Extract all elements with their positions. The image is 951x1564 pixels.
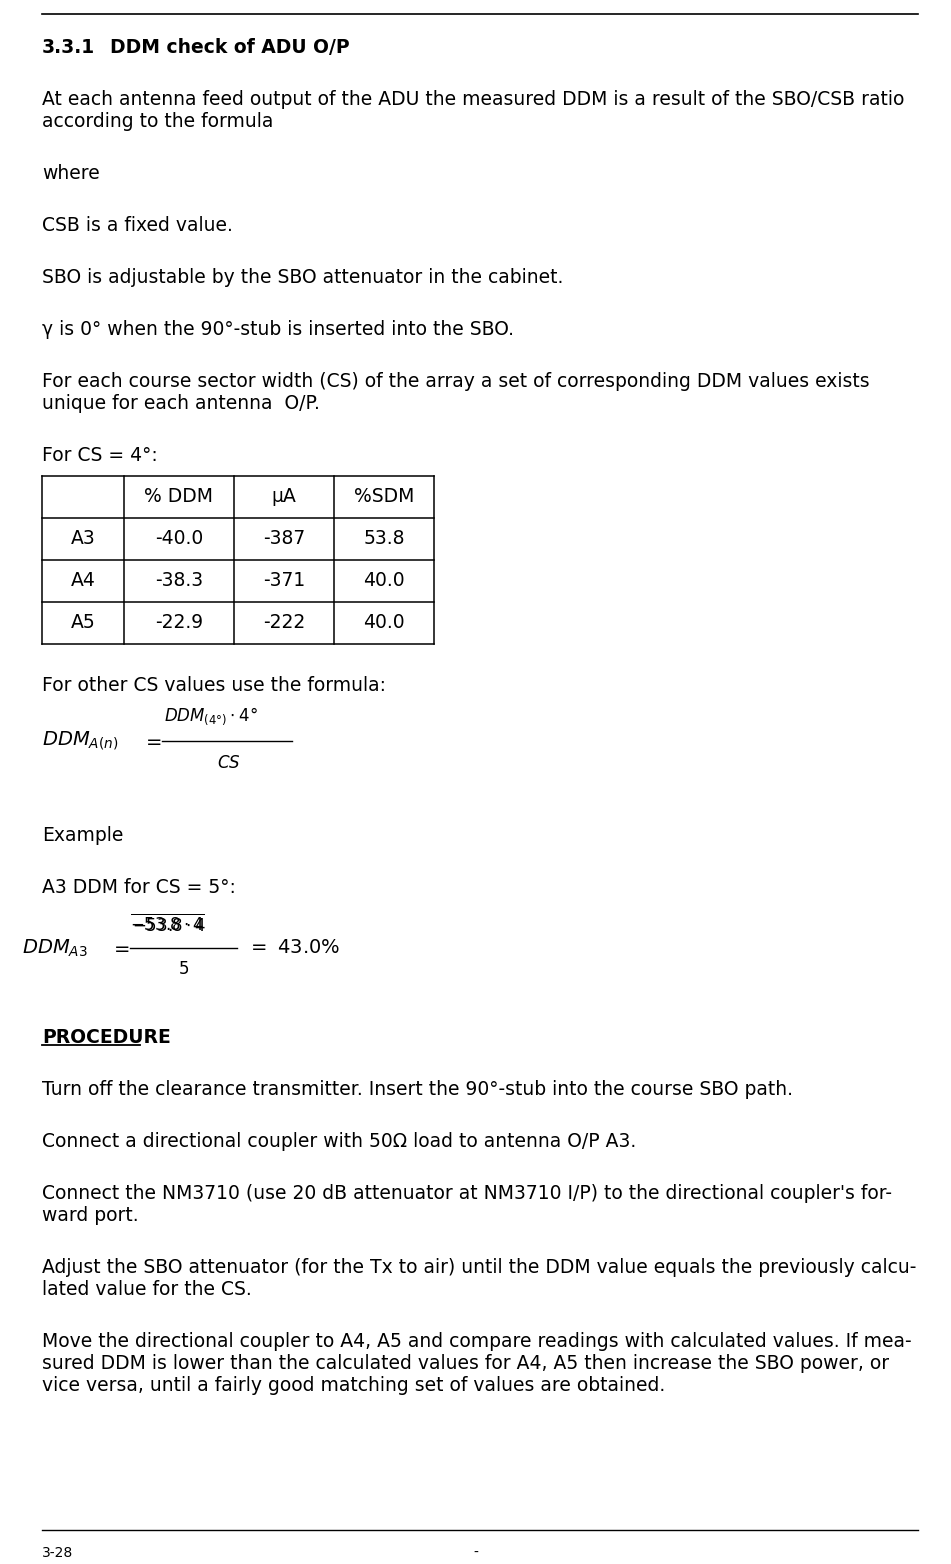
Text: $CS$: $CS$ bbox=[217, 755, 241, 773]
Text: -40.0: -40.0 bbox=[155, 530, 204, 549]
Text: γ is 0° when the 90°-stub is inserted into the SBO.: γ is 0° when the 90°-stub is inserted in… bbox=[42, 321, 514, 339]
Text: A5: A5 bbox=[70, 613, 95, 632]
Text: where: where bbox=[42, 164, 100, 183]
Text: ward port.: ward port. bbox=[42, 1206, 139, 1225]
Text: $DDM_{A(n)}$: $DDM_{A(n)}$ bbox=[42, 730, 118, 752]
Text: At each antenna feed output of the ADU the measured DDM is a result of the SBO/C: At each antenna feed output of the ADU t… bbox=[42, 91, 904, 109]
Text: $DDM_{(4°)} \cdot 4°$: $DDM_{(4°)} \cdot 4°$ bbox=[164, 705, 258, 727]
Text: $=$: $=$ bbox=[110, 938, 130, 957]
Text: 3-28: 3-28 bbox=[42, 1545, 73, 1559]
Text: 40.0: 40.0 bbox=[363, 571, 405, 591]
Text: For CS = 4°:: For CS = 4°: bbox=[42, 446, 158, 465]
Text: Example: Example bbox=[42, 826, 124, 845]
Text: Connect the NM3710 (use 20 dB attenuator at NM3710 I/P) to the directional coupl: Connect the NM3710 (use 20 dB attenuator… bbox=[42, 1184, 892, 1203]
Text: Adjust the SBO attenuator (for the Tx to air) until the DDM value equals the pre: Adjust the SBO attenuator (for the Tx to… bbox=[42, 1257, 917, 1276]
Text: $= \ 43.0\%$: $= \ 43.0\%$ bbox=[247, 938, 340, 957]
Text: -222: -222 bbox=[262, 613, 305, 632]
Text: PROCEDURE: PROCEDURE bbox=[42, 1028, 171, 1046]
Text: Turn off the clearance transmitter. Insert the 90°-stub into the course SBO path: Turn off the clearance transmitter. Inse… bbox=[42, 1081, 793, 1099]
Text: $\overline{-53.8 \cdot 4}$: $\overline{-53.8 \cdot 4}$ bbox=[130, 913, 204, 934]
Text: according to the formula: according to the formula bbox=[42, 113, 273, 131]
Text: $5$: $5$ bbox=[179, 960, 189, 978]
Text: -22.9: -22.9 bbox=[155, 613, 204, 632]
Text: vice versa, until a fairly good matching set of values are obtained.: vice versa, until a fairly good matching… bbox=[42, 1376, 666, 1395]
Text: CSB is a fixed value.: CSB is a fixed value. bbox=[42, 216, 233, 235]
Text: A3: A3 bbox=[70, 530, 95, 549]
Text: % DDM: % DDM bbox=[145, 488, 214, 507]
Text: $-53.8 \cdot 4$: $-53.8 \cdot 4$ bbox=[132, 918, 205, 935]
Text: %SDM: %SDM bbox=[354, 488, 415, 507]
Text: lated value for the CS.: lated value for the CS. bbox=[42, 1279, 252, 1300]
Text: 3.3.1: 3.3.1 bbox=[42, 38, 95, 56]
Text: A4: A4 bbox=[70, 571, 95, 591]
Text: For other CS values use the formula:: For other CS values use the formula: bbox=[42, 676, 386, 694]
Text: Connect a directional coupler with 50Ω load to antenna O/P A3.: Connect a directional coupler with 50Ω l… bbox=[42, 1132, 636, 1151]
Text: SBO is adjustable by the SBO attenuator in the cabinet.: SBO is adjustable by the SBO attenuator … bbox=[42, 267, 563, 288]
Text: -371: -371 bbox=[262, 571, 305, 591]
Text: sured DDM is lower than the calculated values for A4, A5 then increase the SBO p: sured DDM is lower than the calculated v… bbox=[42, 1354, 889, 1373]
Text: For each course sector width (CS) of the array a set of corresponding DDM values: For each course sector width (CS) of the… bbox=[42, 372, 869, 391]
Text: A3 DDM for CS = 5°:: A3 DDM for CS = 5°: bbox=[42, 877, 236, 898]
Text: μA: μA bbox=[272, 488, 297, 507]
Text: 40.0: 40.0 bbox=[363, 613, 405, 632]
Text: $=$: $=$ bbox=[142, 732, 163, 751]
Text: -: - bbox=[474, 1545, 478, 1559]
Text: $DDM_{A3}$: $DDM_{A3}$ bbox=[22, 937, 87, 959]
Text: -38.3: -38.3 bbox=[155, 571, 204, 591]
Text: 53.8: 53.8 bbox=[363, 530, 405, 549]
Text: unique for each antenna  O/P.: unique for each antenna O/P. bbox=[42, 394, 320, 413]
Text: -387: -387 bbox=[262, 530, 305, 549]
Text: Move the directional coupler to A4, A5 and compare readings with calculated valu: Move the directional coupler to A4, A5 a… bbox=[42, 1333, 912, 1351]
Text: DDM check of ADU O/P: DDM check of ADU O/P bbox=[110, 38, 350, 56]
